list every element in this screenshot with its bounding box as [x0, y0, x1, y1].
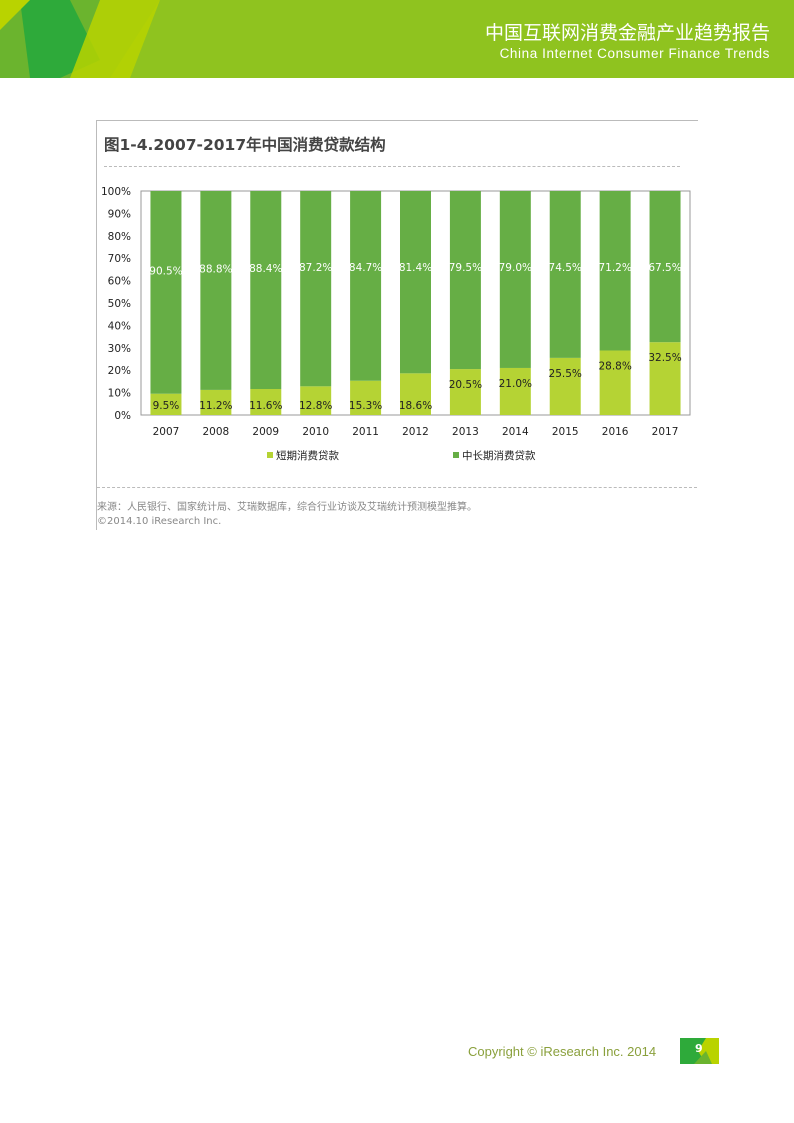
- y-tick-label: 40%: [108, 320, 131, 332]
- data-label: 88.4%: [249, 263, 282, 275]
- bar-segment-long-term: [549, 191, 581, 358]
- data-label: 74.5%: [549, 262, 582, 274]
- data-label: 71.2%: [598, 262, 631, 274]
- stacked-bar-chart: 0% 10% 20% 30% 40% 50% 60% 70% 80% 90% 100% 9.5% 90.…: [101, 186, 691, 462]
- figure-frame-top: [96, 120, 698, 121]
- report-subtitle: China Internet Consumer Finance Trends: [499, 46, 770, 61]
- bar-segment-long-term: [400, 191, 431, 374]
- x-tick-label: 2011: [352, 426, 379, 438]
- legend-swatch: [453, 452, 459, 458]
- y-tick-label: 70%: [108, 253, 131, 265]
- bar-segment-short-term: [649, 342, 681, 415]
- data-label: 9.5%: [153, 400, 180, 412]
- y-tick-label: 90%: [108, 208, 131, 220]
- legend-label: 中长期消费贷款: [462, 449, 536, 462]
- bar-segment-short-term: [400, 373, 431, 415]
- data-label: 28.8%: [598, 360, 631, 372]
- page-number: 9: [695, 1042, 703, 1055]
- x-tick-label: 2010: [302, 426, 329, 438]
- x-tick-label: 2013: [452, 426, 479, 438]
- report-title: 中国互联网消费金融产业趋势报告: [484, 22, 770, 44]
- bar-segment-long-term: [350, 191, 382, 381]
- bar-segment-short-term: [499, 367, 531, 415]
- data-label: 11.2%: [199, 400, 232, 412]
- bar-segment-short-term: [549, 357, 581, 415]
- header-decoration: [0, 0, 160, 78]
- bar-segment-short-term: [350, 380, 382, 415]
- bar-segment-short-term: [150, 393, 182, 415]
- legend-label: 短期消费贷款: [276, 449, 339, 462]
- data-label: 79.5%: [449, 262, 482, 274]
- data-label: 25.5%: [549, 368, 582, 380]
- page-number-badge: 9: [680, 1038, 719, 1064]
- bar-segment-long-term: [499, 191, 531, 368]
- title-divider: [104, 166, 680, 167]
- report-header: 中国互联网消费金融产业趋势报告 China Internet Consumer …: [0, 0, 794, 78]
- x-tick-label: 2007: [153, 426, 180, 438]
- x-tick-label: 2009: [252, 426, 279, 438]
- chart-title: 图1-4.2007-2017年中国消费贷款结构: [104, 136, 386, 154]
- data-label: 84.7%: [349, 262, 382, 274]
- bar-segment-short-term: [250, 389, 282, 415]
- data-label: 81.4%: [399, 262, 432, 274]
- bar-segment-long-term: [200, 191, 232, 390]
- bar-segment-long-term: [300, 191, 332, 387]
- bar-segment-long-term: [150, 191, 182, 394]
- data-label: 32.5%: [648, 352, 681, 364]
- data-label: 67.5%: [648, 262, 681, 274]
- figure-copyright: ©2014.10 iResearch Inc.: [97, 516, 222, 527]
- x-tick-label: 2014: [502, 426, 529, 438]
- bar-segment-short-term: [300, 386, 332, 415]
- bar-segment-short-term: [599, 350, 631, 415]
- footer-copyright: Copyright © iResearch Inc. 2014: [468, 1044, 657, 1059]
- bar-segment-long-term: [649, 191, 681, 343]
- data-label: 18.6%: [399, 400, 432, 412]
- x-tick-label: 2008: [202, 426, 229, 438]
- y-tick-label: 80%: [108, 231, 131, 243]
- y-tick-label: 10%: [108, 388, 131, 400]
- data-label: 79.0%: [499, 262, 532, 274]
- data-label: 20.5%: [449, 379, 482, 391]
- y-tick-label: 60%: [108, 276, 131, 288]
- data-label: 12.8%: [299, 400, 332, 412]
- bar-segment-long-term: [599, 191, 631, 351]
- data-label: 87.2%: [299, 262, 332, 274]
- data-label: 21.0%: [499, 378, 532, 390]
- y-tick-label: 30%: [108, 343, 131, 355]
- data-label: 15.3%: [349, 400, 382, 412]
- bar-segment-long-term: [250, 191, 282, 390]
- data-label: 88.8%: [199, 263, 232, 275]
- figure-frame-left: [96, 120, 97, 530]
- x-tick-label: 2017: [652, 426, 679, 438]
- x-tick-label: 2015: [552, 426, 579, 438]
- y-tick-label: 20%: [108, 365, 131, 377]
- source-note: 来源：人民银行、国家统计局、艾瑞数据库，综合行业访谈及艾瑞统计预测模型推算。: [97, 502, 477, 513]
- bar-segment-long-term: [449, 191, 481, 370]
- data-label: 11.6%: [249, 400, 282, 412]
- y-tick-label: 0%: [114, 410, 131, 422]
- bar-segment-short-term: [200, 389, 232, 415]
- x-tick-label: 2016: [602, 426, 629, 438]
- legend-swatch: [267, 452, 273, 458]
- bar-segment-short-term: [449, 369, 481, 415]
- x-tick-label: 2012: [402, 426, 429, 438]
- y-tick-label: 50%: [108, 298, 131, 310]
- y-tick-label: 100%: [101, 186, 131, 198]
- source-divider: [97, 487, 697, 488]
- data-label: 90.5%: [149, 265, 182, 277]
